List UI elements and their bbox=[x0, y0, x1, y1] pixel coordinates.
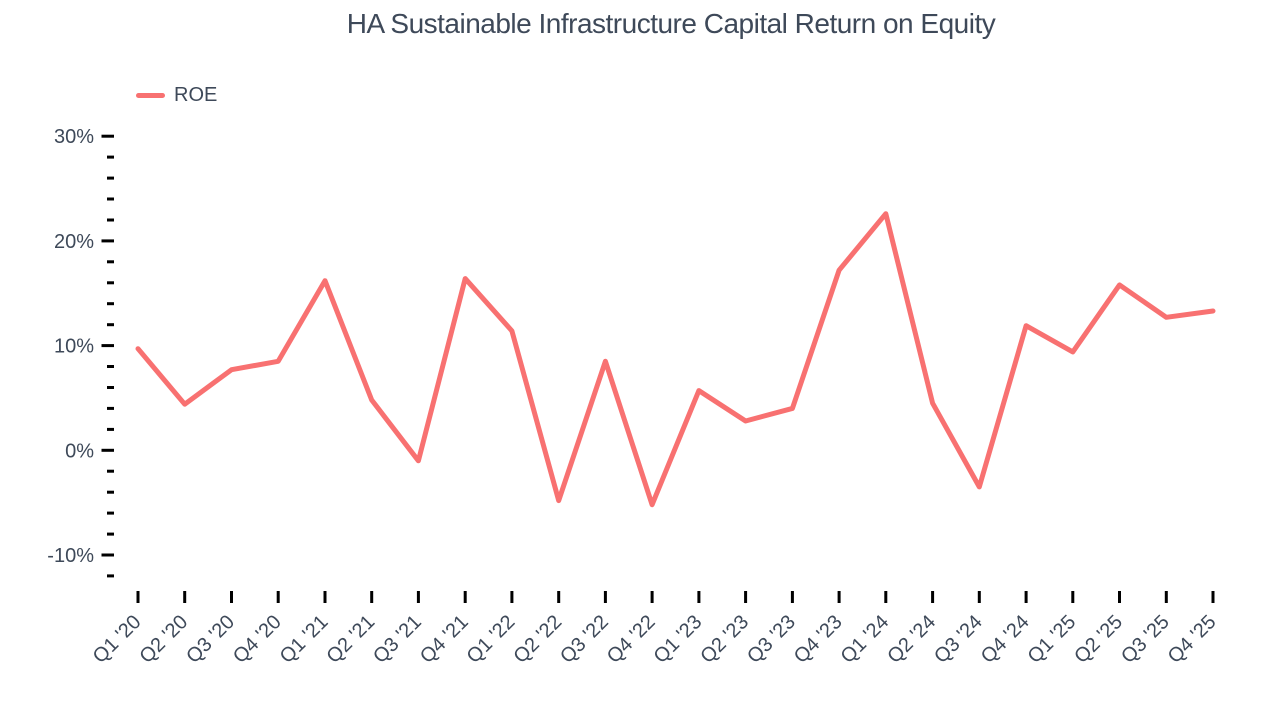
y-axis-tick-label: 20% bbox=[54, 231, 94, 253]
x-axis-tick bbox=[884, 591, 888, 603]
x-axis-tick bbox=[136, 591, 140, 603]
x-axis-tick-label: Q4 '22 bbox=[603, 611, 660, 668]
x-axis-tick-label: Q3 '20 bbox=[182, 611, 239, 668]
y-axis-major-tick bbox=[101, 344, 114, 348]
x-axis-tick-label: Q4 '21 bbox=[416, 611, 473, 668]
x-axis-tick bbox=[416, 591, 420, 603]
y-axis-tick-label: 0% bbox=[65, 440, 94, 462]
x-axis-tick bbox=[557, 591, 561, 603]
x-axis-tick bbox=[603, 591, 607, 603]
x-axis-tick bbox=[1211, 591, 1215, 603]
x-axis-tick-label: Q4 '23 bbox=[790, 611, 847, 668]
y-axis-minor-tick bbox=[107, 176, 114, 180]
y-axis-major-tick bbox=[101, 553, 114, 557]
x-axis-tick-label: Q4 '24 bbox=[977, 611, 1034, 668]
x-axis-tick bbox=[931, 591, 935, 603]
x-axis-tick-label: Q3 '23 bbox=[743, 611, 800, 668]
x-axis-tick bbox=[370, 591, 374, 603]
x-axis-tick bbox=[463, 591, 467, 603]
x-axis-tick-label: Q1 '20 bbox=[89, 611, 146, 668]
x-axis-tick bbox=[1024, 591, 1028, 603]
x-axis-tick bbox=[276, 591, 280, 603]
x-axis-tick bbox=[510, 591, 514, 603]
x-axis-tick bbox=[1071, 591, 1075, 603]
x-axis-tick bbox=[1118, 591, 1121, 603]
y-axis-tick-label: -10% bbox=[47, 545, 94, 567]
x-axis-tick-label: Q2 '20 bbox=[135, 611, 192, 668]
x-axis-tick bbox=[790, 591, 794, 603]
y-axis-minor-tick bbox=[107, 281, 114, 285]
x-axis-tick bbox=[230, 591, 233, 603]
y-axis-minor-tick bbox=[107, 260, 114, 264]
y-axis-minor-tick bbox=[107, 302, 114, 306]
x-axis-tick-label: Q3 '25 bbox=[1117, 611, 1174, 668]
x-axis-tick bbox=[697, 591, 701, 603]
y-axis-minor-tick bbox=[107, 218, 114, 222]
y-axis-minor-tick bbox=[107, 532, 114, 536]
legend-swatch-roe-icon bbox=[136, 93, 165, 98]
y-axis-tick-label: 30% bbox=[54, 126, 94, 148]
y-axis-minor-tick bbox=[107, 197, 114, 201]
y-axis-major-tick bbox=[101, 448, 114, 452]
x-axis-tick-label: Q1 '21 bbox=[276, 611, 333, 668]
y-axis-minor-tick bbox=[107, 490, 114, 494]
y-axis-minor-tick bbox=[107, 406, 114, 410]
legend: ROE bbox=[136, 84, 217, 107]
x-axis-tick-label: Q1 '24 bbox=[837, 611, 894, 668]
y-axis-tick-label: 10% bbox=[54, 336, 94, 358]
chart-title: HA Sustainable Infrastructure Capital Re… bbox=[346, 8, 996, 39]
x-axis-tick bbox=[977, 591, 981, 603]
x-axis-tick bbox=[183, 591, 187, 603]
y-axis-minor-tick bbox=[107, 323, 114, 327]
x-axis-tick-label: Q2 '24 bbox=[883, 611, 940, 668]
y-axis-major-tick bbox=[101, 239, 114, 243]
x-axis-tick-label: Q4 '25 bbox=[1164, 611, 1221, 668]
x-axis-tick-label: Q3 '22 bbox=[556, 611, 613, 668]
y-axis-minor-tick bbox=[107, 155, 114, 159]
x-axis-tick-label: Q1 '22 bbox=[463, 611, 520, 668]
x-axis-tick-label: Q3 '21 bbox=[369, 611, 426, 668]
y-axis-minor-tick bbox=[107, 365, 114, 368]
x-axis-tick-label: Q3 '24 bbox=[930, 611, 987, 668]
y-axis-minor-tick bbox=[107, 427, 114, 431]
x-axis-tick-label: Q2 '21 bbox=[322, 611, 379, 668]
x-axis-tick bbox=[650, 591, 654, 603]
x-axis-tick-label: Q4 '20 bbox=[229, 611, 286, 668]
y-axis-minor-tick bbox=[107, 386, 114, 389]
y-axis-minor-tick bbox=[107, 511, 114, 515]
x-axis-tick-label: Q2 '23 bbox=[696, 611, 753, 668]
legend-label-roe: ROE bbox=[174, 84, 218, 106]
x-axis-tick bbox=[837, 591, 841, 603]
x-axis-tick bbox=[1164, 591, 1168, 603]
x-axis-tick bbox=[323, 591, 327, 603]
x-axis-tick-label: Q2 '25 bbox=[1070, 611, 1127, 668]
y-axis-minor-tick bbox=[107, 574, 114, 578]
x-axis-tick-label: Q2 '22 bbox=[509, 611, 566, 668]
x-axis-tick-label: Q1 '23 bbox=[650, 611, 707, 668]
y-axis-major-tick bbox=[101, 134, 114, 138]
roe-line bbox=[135, 211, 1216, 508]
x-axis-tick bbox=[744, 591, 748, 603]
y-axis-minor-tick bbox=[107, 469, 114, 473]
x-axis-tick-label: Q1 '25 bbox=[1024, 611, 1081, 668]
